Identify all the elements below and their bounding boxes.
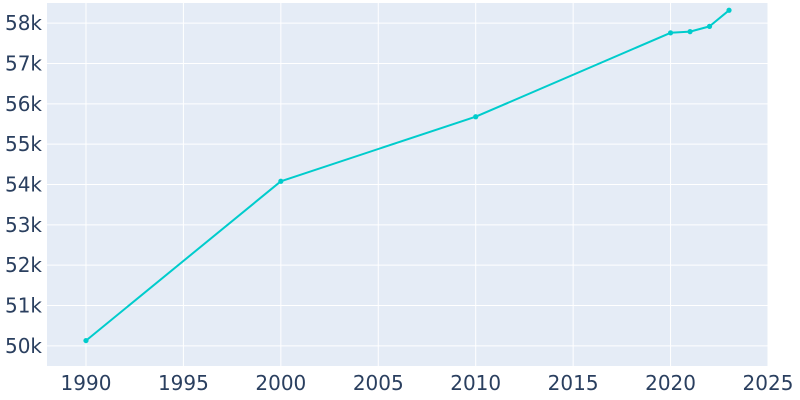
y-axis-tick-labels: 50k 51k 52k 53k 54k 55k 56k 57k 58k bbox=[5, 11, 42, 358]
y-tick-label: 58k bbox=[5, 11, 42, 35]
data-point bbox=[278, 178, 284, 184]
x-axis-tick-labels: 1990 1995 2000 2005 2010 2015 2020 2025 bbox=[61, 371, 794, 395]
data-point bbox=[667, 30, 674, 36]
y-tick-label: 57k bbox=[5, 52, 42, 76]
x-tick-label: 2000 bbox=[255, 371, 306, 395]
x-tick-label: 2005 bbox=[353, 371, 404, 395]
x-tick-label: 1995 bbox=[158, 371, 209, 395]
y-tick-label: 50k bbox=[5, 334, 42, 358]
data-point bbox=[726, 7, 732, 13]
y-gridlines bbox=[47, 22, 768, 347]
data-point bbox=[687, 29, 693, 35]
x-tick-label: 2010 bbox=[450, 371, 501, 395]
y-tick-label: 56k bbox=[5, 92, 42, 116]
data-point bbox=[473, 114, 479, 120]
x-tick-label: 2015 bbox=[548, 371, 599, 395]
y-tick-label: 52k bbox=[5, 253, 42, 277]
y-tick-label: 54k bbox=[5, 173, 42, 197]
y-tick-label: 53k bbox=[5, 213, 42, 237]
series-layer bbox=[83, 7, 732, 344]
x-tick-label: 1990 bbox=[61, 371, 112, 395]
data-point bbox=[706, 23, 713, 29]
x-tick-label: 2025 bbox=[743, 371, 794, 395]
data-point bbox=[83, 337, 89, 344]
y-tick-label: 51k bbox=[5, 294, 42, 318]
x-tick-label: 2020 bbox=[645, 371, 696, 395]
y-tick-label: 55k bbox=[5, 132, 42, 156]
